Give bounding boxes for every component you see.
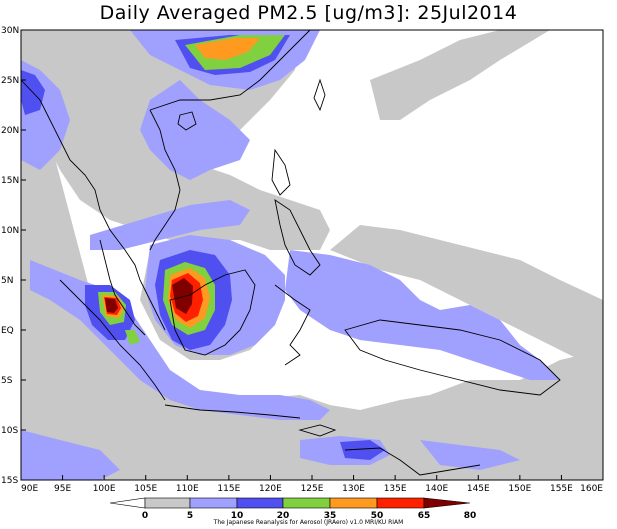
coastline-philippines xyxy=(274,199,321,276)
blue-region-south xyxy=(340,440,385,460)
coastline-sulawesi xyxy=(274,284,311,366)
colorbar-label: 65 xyxy=(418,511,431,521)
lon-tick-label: 145E xyxy=(467,484,490,494)
lightblue-region-east xyxy=(285,250,560,380)
lon-tick-label: 135E xyxy=(384,484,407,494)
colorbar-segment xyxy=(423,497,471,509)
orange-region-top xyxy=(195,38,260,60)
colorbar: 0 5 10 20 35 50 65 80 xyxy=(109,497,477,521)
coastline-hainan xyxy=(177,111,197,131)
coastline-taiwan xyxy=(313,78,326,112)
colorbar-label: 10 xyxy=(231,511,244,521)
coastline-new-guinea xyxy=(344,319,561,396)
coastline-java xyxy=(164,404,301,419)
colorbar-label: 80 xyxy=(464,511,477,521)
colorbar-label: 50 xyxy=(371,511,384,521)
coastline-luzon xyxy=(271,148,291,196)
longitude-axis: 90E 95E 100E 105E 110E 115E 120E 125E 130E 135E 14… xyxy=(20,475,604,494)
lat-tick-label: 30N xyxy=(1,26,19,36)
colorbar-segment xyxy=(109,497,146,509)
green-region-small xyxy=(125,330,140,345)
lat-tick-label: 15N xyxy=(1,176,19,186)
coastline-china xyxy=(149,29,311,111)
lat-tick-label: 10N xyxy=(1,226,19,236)
colorbar-label: 35 xyxy=(324,511,337,521)
pm25-concentration-field xyxy=(21,30,603,480)
lon-tick-label: 130E xyxy=(342,484,365,494)
lightblue-region-sw xyxy=(21,430,120,480)
lat-tick-label: 5N xyxy=(1,276,13,286)
lon-tick-label: 120E xyxy=(259,484,282,494)
lat-tick-label: 15S xyxy=(1,476,18,486)
coastline-sumatra xyxy=(59,279,166,401)
colorbar-segment xyxy=(329,497,378,509)
colorbar-segment xyxy=(144,497,191,509)
gray-region-south xyxy=(21,260,603,480)
coastline-indochina xyxy=(20,79,166,331)
credit-text: The Japanese Reanalysis for Aerosol (JRA… xyxy=(213,519,404,526)
coastlines xyxy=(20,29,561,476)
gray-region-east xyxy=(330,225,603,370)
lat-tick-label: 10S xyxy=(1,426,18,436)
lat-tick-label: 25N xyxy=(1,76,19,86)
colorbar-label: 20 xyxy=(277,511,290,521)
darkred-region-center xyxy=(172,278,193,314)
lon-tick-label: 90E xyxy=(21,484,38,494)
lightblue-region-band xyxy=(90,200,250,250)
darkred-region-west xyxy=(105,298,118,313)
lon-tick-label: 125E xyxy=(301,484,324,494)
coastline-vietnam xyxy=(149,109,181,251)
coastline-timor xyxy=(298,424,337,437)
lon-tick-label: 160E xyxy=(580,484,603,494)
coastline-borneo xyxy=(169,269,256,356)
coastline-malay-peninsula xyxy=(99,239,146,336)
colorbar-segment xyxy=(236,497,284,509)
lon-tick-label: 105E xyxy=(134,484,157,494)
lon-tick-label: 150E xyxy=(508,484,531,494)
map-title: Daily Averaged PM2.5 [ug/m3]: 25Jul2014 xyxy=(99,2,518,24)
lon-tick-label: 140E xyxy=(425,484,448,494)
colorbar-segment xyxy=(376,497,425,509)
lat-tick-label: EQ xyxy=(1,326,14,336)
colorbar-label: 0 xyxy=(142,511,148,521)
lon-tick-label: 110E xyxy=(176,484,199,494)
latitude-axis: 30N 25N 20N 15N 10N 5N EQ 5S 10S 15S xyxy=(1,26,26,486)
gray-region-philippines xyxy=(370,30,550,120)
lat-tick-label: 5S xyxy=(1,376,13,386)
lon-tick-label: 95E xyxy=(54,484,71,494)
colorbar-segment xyxy=(189,497,238,509)
lon-tick-label: 100E xyxy=(93,484,116,494)
lon-tick-label: 115E xyxy=(217,484,240,494)
lon-tick-label: 155E xyxy=(550,484,573,494)
colorbar-segment xyxy=(282,497,331,509)
lightblue-region-se xyxy=(420,440,520,470)
lat-tick-label: 20N xyxy=(1,126,19,136)
coastline-australia xyxy=(344,447,481,476)
colorbar-label: 5 xyxy=(187,511,193,521)
